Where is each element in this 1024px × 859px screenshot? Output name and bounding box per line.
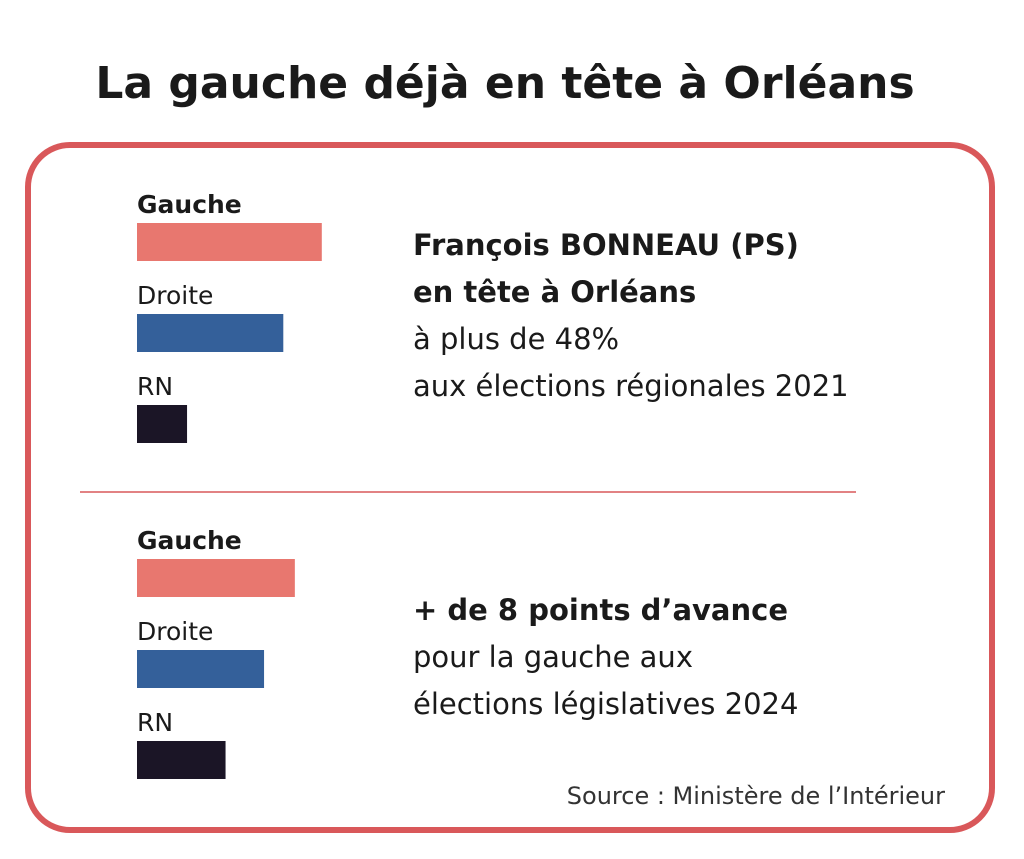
category-label: Gauche [137,526,242,555]
annotation: élections législatives 2024 [413,687,798,721]
category-label: Gauche [137,190,242,219]
annotation: + de 8 points d’avance [413,593,788,627]
source: Source : Ministère de l’Intérieur [567,782,945,810]
category-label: RN [137,708,173,737]
category-label: RN [137,372,173,401]
title: La gauche déjà en tête à Orléans [95,58,914,109]
bar [137,559,295,597]
annotation: à plus de 48% [413,322,619,356]
annotation: François BONNEAU (PS) [413,228,799,262]
annotation: pour la gauche aux [413,640,693,674]
category-label: Droite [137,617,213,646]
annotation: en tête à Orléans [413,275,696,309]
bar [137,405,188,443]
annotation: aux élections régionales 2021 [413,369,849,403]
category-label: Droite [137,281,213,310]
bar [137,650,265,688]
bar [137,223,322,261]
frame [25,142,995,833]
bar [137,314,284,352]
bar [137,741,226,779]
